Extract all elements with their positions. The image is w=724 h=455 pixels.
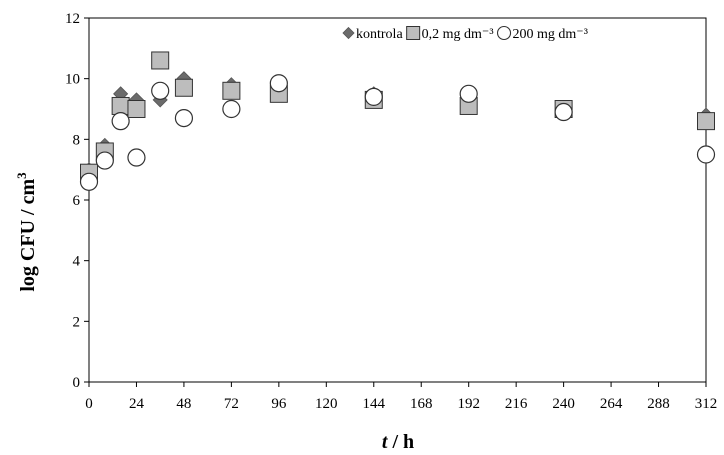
data-point-circle <box>127 148 146 167</box>
x-tick-label: 120 <box>315 396 338 412</box>
y-axis: 0 2 4 6 8 10 12 <box>65 11 89 391</box>
y-axis-title: log CFU / cm3 <box>14 172 39 292</box>
data-point-circle <box>151 81 170 100</box>
data-point-square <box>127 100 146 118</box>
y-tick-label: 0 <box>73 375 81 391</box>
data-point-square <box>174 78 193 97</box>
y-tick-label: 8 <box>73 132 81 148</box>
x-tick-label: 48 <box>176 396 191 412</box>
x-tick-label: 216 <box>505 396 528 412</box>
data-point-circle <box>459 84 478 103</box>
data-point-circle <box>111 112 130 131</box>
data-point-circle <box>79 172 99 191</box>
y-tick-label: 6 <box>73 193 81 209</box>
y-tick-label: 2 <box>73 314 81 330</box>
legend-marker-square <box>406 26 421 40</box>
x-tick-label: 192 <box>457 396 480 412</box>
x-tick-label: 144 <box>363 396 386 412</box>
data-point-circle <box>174 108 194 128</box>
data-point-circle <box>364 87 383 106</box>
y-axis-title-text: log CFU / cm <box>17 179 39 292</box>
x-tick-label: 96 <box>271 396 287 412</box>
x-axis-title: t / h <box>382 431 414 453</box>
data-point-square <box>222 81 241 100</box>
data-point-circle <box>554 102 573 122</box>
y-axis-title-superscript: 3 <box>14 172 29 179</box>
x-axis-title-variable: t <box>382 431 389 453</box>
legend-marker-circle <box>496 25 512 41</box>
data-point-circle <box>269 74 288 93</box>
legend-marker-diamond <box>342 26 355 40</box>
plot-border <box>88 17 707 383</box>
x-axis: 0 24 48 72 96 120 144 168 192 216 240 264 288 312 <box>85 382 717 412</box>
data-point-circle <box>696 145 716 164</box>
data-point-square <box>151 51 170 70</box>
x-tick-label: 0 <box>85 396 93 412</box>
legend: kontrola 0,2 mg dm⁻³ 200 mg dm⁻³ <box>342 25 588 42</box>
series-circle <box>79 74 716 191</box>
x-tick-label: 312 <box>695 396 718 412</box>
x-tick-label: 72 <box>224 396 239 412</box>
data-point-square <box>697 112 715 131</box>
y-tick-label: 12 <box>65 11 80 27</box>
y-tick-label: 4 <box>73 254 81 270</box>
x-tick-label: 240 <box>552 396 575 412</box>
x-tick-label: 288 <box>647 396 670 412</box>
x-tick-label: 264 <box>600 396 623 412</box>
plot-area <box>88 17 707 383</box>
x-tick-label: 24 <box>129 396 145 412</box>
y-tick-label: 10 <box>65 72 80 88</box>
legend-label: kontrola <box>356 27 403 42</box>
legend-label: 200 mg dm⁻³ <box>513 27 588 42</box>
x-axis-title-unit: / h <box>387 431 414 453</box>
data-point-circle <box>95 151 114 170</box>
data-markers <box>79 51 716 191</box>
data-point-square <box>111 96 130 115</box>
x-tick-label: 168 <box>410 396 433 412</box>
data-point-circle <box>222 99 241 119</box>
legend-label: 0,2 mg dm⁻³ <box>422 27 494 42</box>
